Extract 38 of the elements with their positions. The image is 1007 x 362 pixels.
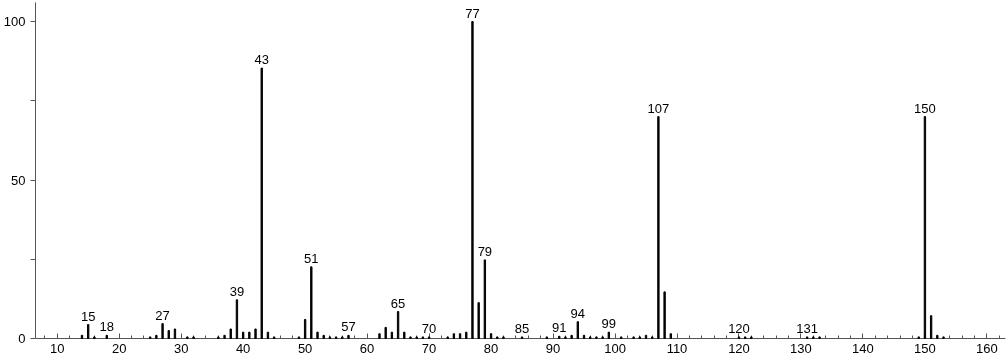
x-tick-label: 80 bbox=[483, 340, 499, 356]
x-tick-label: 50 bbox=[297, 340, 313, 356]
annotation: 43 bbox=[254, 52, 269, 68]
x-tick-label: 150 bbox=[914, 340, 936, 356]
annotation: 57 bbox=[341, 319, 356, 335]
annotation: 94 bbox=[570, 305, 586, 321]
annotation: 27 bbox=[155, 307, 170, 323]
x-tick-label: 110 bbox=[666, 340, 688, 356]
annotation: 79 bbox=[477, 243, 493, 259]
annotation: 99 bbox=[601, 316, 617, 332]
x-tick-label: 30 bbox=[173, 340, 189, 356]
annotation: 70 bbox=[421, 320, 437, 336]
annotation: 91 bbox=[552, 320, 567, 336]
y-tick-label: 0 bbox=[18, 331, 26, 346]
annotation: 65 bbox=[390, 295, 406, 311]
x-tick-label: 10 bbox=[49, 340, 65, 356]
annotation: 51 bbox=[304, 250, 319, 266]
annotation: 120 bbox=[728, 320, 750, 336]
x-tick-label: 140 bbox=[852, 340, 874, 356]
y-tick-label: 100 bbox=[3, 14, 26, 30]
x-tick-label: 70 bbox=[421, 340, 437, 356]
x-tick-label: 130 bbox=[790, 340, 812, 356]
annotation: 131 bbox=[796, 320, 819, 336]
x-tick-label: 160 bbox=[976, 340, 998, 356]
x-tick-label: 40 bbox=[235, 340, 251, 356]
x-tick-label: 90 bbox=[545, 340, 561, 356]
x-tick-label: 60 bbox=[359, 340, 375, 356]
x-tick-label: 120 bbox=[728, 340, 750, 356]
annotation: 77 bbox=[465, 5, 480, 21]
x-tick-label: 100 bbox=[604, 340, 626, 356]
annotation: 18 bbox=[99, 319, 115, 335]
annotation: 15 bbox=[80, 308, 96, 324]
y-tick-label: 50 bbox=[11, 172, 26, 188]
x-tick-label: 20 bbox=[111, 340, 127, 356]
annotation: 85 bbox=[514, 320, 530, 336]
annotation: 107 bbox=[647, 100, 670, 116]
annotation: 39 bbox=[229, 283, 245, 299]
annotation: 150 bbox=[914, 100, 936, 116]
